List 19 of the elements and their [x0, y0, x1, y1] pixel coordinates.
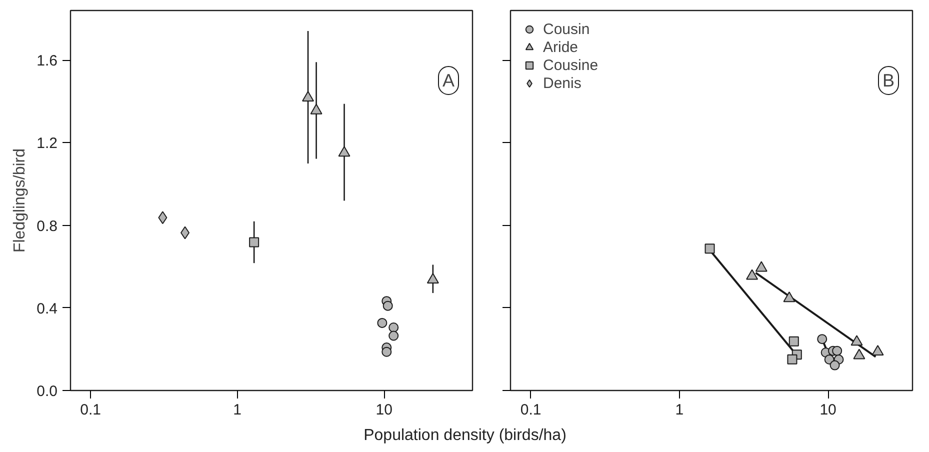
legend-label: Cousine	[543, 56, 598, 74]
legend-label: Aride	[543, 38, 578, 56]
annotation: A	[442, 70, 455, 90]
x-tick-label: 10	[376, 402, 392, 418]
legend-label: Denis	[543, 74, 582, 92]
y-tick-label: 0.8	[36, 218, 58, 235]
x-tick-label: 1	[675, 402, 684, 418]
x-tick-label: 1	[233, 402, 242, 418]
x-axis-title: Population density (birds/ha)	[364, 426, 566, 446]
y-tick-label: 0.0	[36, 383, 58, 400]
y-tick-label: 1.2	[36, 135, 58, 152]
x-tick-label: 0.1	[80, 402, 101, 418]
y-tick-label: 1.6	[36, 52, 58, 70]
y-axis-title: Fledglings/bird	[12, 148, 29, 253]
annotation: B	[882, 70, 895, 90]
x-tick-label: 10	[820, 402, 836, 418]
y-tick-label: 0.4	[36, 300, 58, 318]
x-tick-label: 0.1	[520, 402, 542, 418]
legend-label: Cousin	[543, 20, 590, 38]
